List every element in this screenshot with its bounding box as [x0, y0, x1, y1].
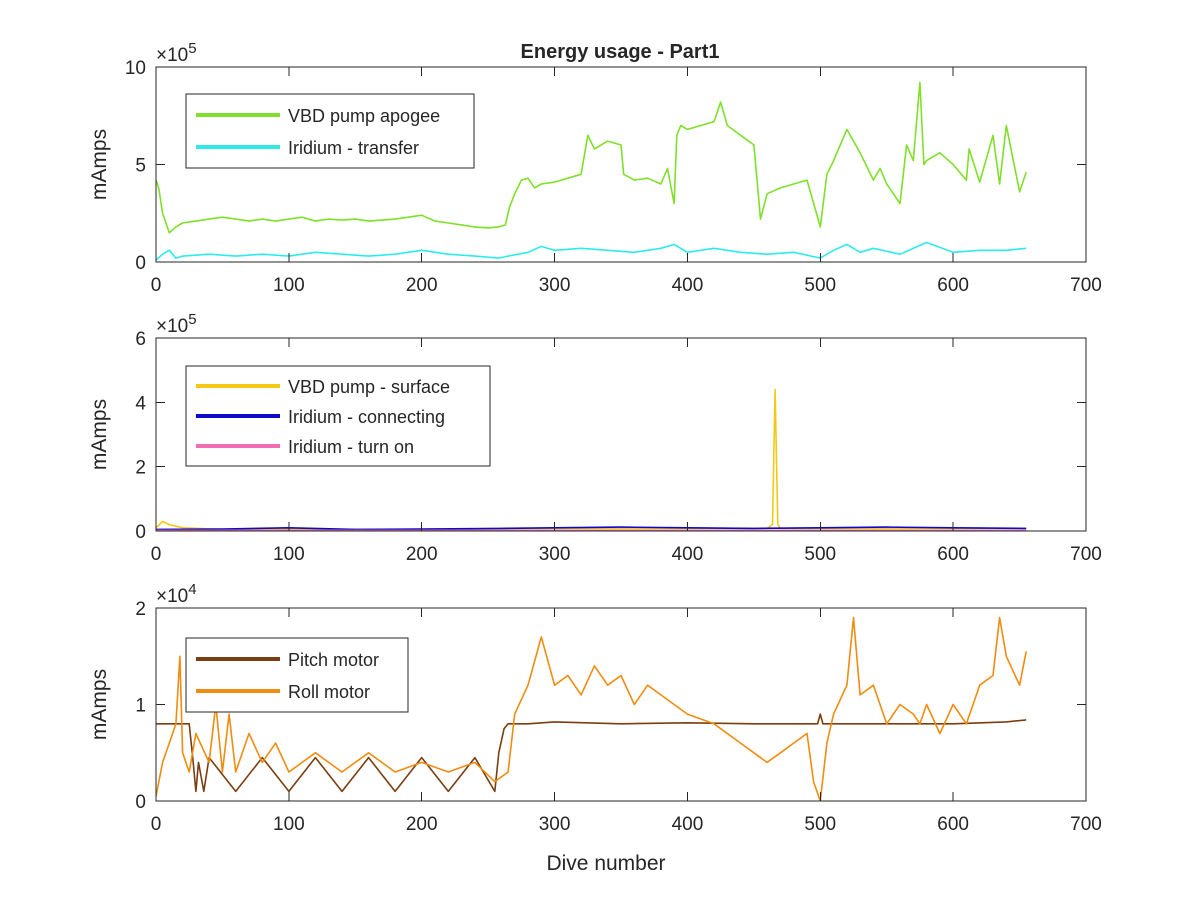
x-tick-label: 300 [539, 275, 571, 296]
x-tick-label: 500 [804, 544, 836, 565]
y-tick-label: 6 [135, 329, 146, 350]
x-tick-label: 100 [273, 275, 305, 296]
x-tick-label: 700 [1070, 814, 1102, 835]
panel-3-y-axis-label: mAmps [88, 669, 111, 740]
x-tick-label: 0 [151, 275, 162, 296]
x-tick-label: 0 [151, 544, 162, 565]
x-tick-label: 200 [406, 544, 438, 565]
x-tick-label: 500 [804, 275, 836, 296]
x-tick-label: 600 [937, 275, 969, 296]
y-tick-label: 2 [135, 599, 146, 620]
series-line-iridium-transfer [156, 241, 1027, 261]
panel-1-legend: VBD pump apogee Iridium - transfer [185, 93, 475, 169]
x-tick-label: 400 [672, 814, 704, 835]
y-tick-label: 0 [135, 792, 146, 813]
figure-title: Energy usage - Part1 [521, 41, 720, 63]
panel-1-exponent-label: ×105 [156, 40, 197, 66]
legend-label-roll-motor: Roll motor [288, 682, 370, 702]
legend-label-pitch-motor: Pitch motor [288, 650, 379, 670]
y-tick-label: 10 [125, 58, 146, 79]
panel-2-y-axis-label: mAmps [88, 399, 111, 470]
y-tick-label: 2 [135, 458, 146, 479]
x-tick-label: 400 [672, 275, 704, 296]
x-tick-label: 400 [672, 544, 704, 565]
y-tick-label: 0 [135, 522, 146, 543]
panel-2-series-group [156, 388, 1027, 531]
legend-label-iridium-turn-on: Iridium - turn on [288, 437, 414, 457]
series-line-iridium-connecting [156, 526, 1027, 531]
panel-1: 0 100 200 300 400 500 600 700 0 5 10 ×105 mAmps VBD p… [88, 40, 1102, 296]
legend-label-iridium-transfer: Iridium - transfer [288, 138, 419, 158]
panel-3-series-group [156, 616, 1027, 801]
x-tick-label: 200 [406, 814, 438, 835]
panel-2: 0 100 200 300 400 500 600 700 0 2 4 6 ×105 mAmps VBD p… [88, 311, 1102, 565]
x-tick-label: 300 [539, 814, 571, 835]
x-tick-label: 300 [539, 544, 571, 565]
panel-2-legend: VBD pump - surface Iridium - connecting Ir… [185, 365, 491, 467]
x-tick-label: 500 [804, 814, 836, 835]
x-tick-label: 100 [273, 814, 305, 835]
x-tick-label: 700 [1070, 544, 1102, 565]
x-tick-label: 100 [273, 544, 305, 565]
x-tick-label: 600 [937, 544, 969, 565]
y-tick-label: 4 [135, 393, 146, 414]
panel-2-exponent-label: ×105 [156, 311, 197, 337]
legend-box [185, 637, 409, 713]
panel-3: 0 100 200 300 400 500 600 700 0 1 2 ×104 mAmps Dive n… [88, 581, 1102, 875]
x-tick-label: 200 [406, 275, 438, 296]
y-tick-label: 5 [135, 156, 146, 177]
panel-2-axes-box [155, 337, 1087, 532]
panel-3-legend: Pitch motor Roll motor [185, 637, 409, 713]
panel-3-exponent-label: ×104 [156, 581, 197, 607]
legend-label-iridium-connecting: Iridium - connecting [288, 407, 445, 427]
legend-box [185, 93, 475, 169]
series-line-roll-motor [156, 616, 1027, 801]
x-tick-label: 600 [937, 814, 969, 835]
x-tick-label: 700 [1070, 275, 1102, 296]
series-line-vbd-pump-apogee [156, 81, 1027, 234]
x-tick-label: 0 [151, 814, 162, 835]
legend-label-vbd-pump-apogee: VBD pump apogee [288, 106, 440, 126]
series-line-pitch-motor [156, 713, 1027, 793]
y-tick-label: 1 [135, 696, 146, 717]
y-tick-label: 0 [135, 253, 146, 274]
panel-1-y-axis-label: mAmps [88, 129, 111, 200]
legend-label-vbd-pump-surface: VBD pump - surface [288, 377, 450, 397]
x-axis-label: Dive number [546, 852, 665, 875]
panel-1-series-group [156, 81, 1027, 261]
